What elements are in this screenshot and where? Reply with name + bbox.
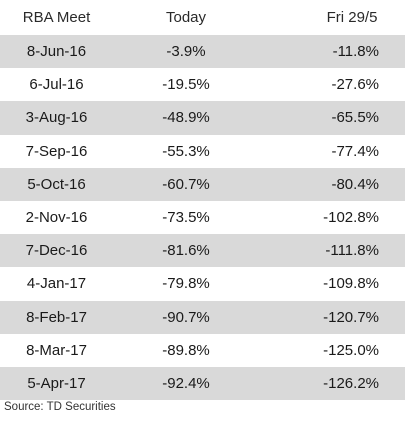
table-row: 4-Jan-17 -79.8% -109.8% bbox=[0, 267, 405, 300]
cell-today: -60.7% bbox=[162, 175, 210, 193]
table-row: 8-Feb-17 -90.7% -120.7% bbox=[0, 300, 405, 334]
rba-meet-table: RBA Meet Today Fri 29/5 8-Jun-16 -3.9% -… bbox=[0, 0, 405, 401]
cell-meet-date: 8-Jun-16 bbox=[26, 43, 87, 61]
cell-today: -73.5% bbox=[162, 209, 210, 227]
table-row: 6-Jul-16 -19.5% -27.6% bbox=[0, 68, 405, 101]
cell-today: -55.3% bbox=[162, 142, 210, 160]
cell-fri: -126.2% bbox=[323, 374, 379, 392]
header-fri-29-5: Fri 29/5 bbox=[326, 9, 378, 26]
cell-meet-date: 3-Aug-16 bbox=[25, 109, 88, 127]
cell-today: -90.7% bbox=[162, 308, 210, 326]
cell-fri: -125.0% bbox=[323, 341, 379, 359]
cell-meet-date: 8-Feb-17 bbox=[26, 308, 87, 326]
table-row: 7-Dec-16 -81.6% -111.8% bbox=[0, 234, 405, 268]
table-row: 3-Aug-16 -48.9% -65.5% bbox=[0, 101, 405, 135]
cell-meet-date: 4-Jan-17 bbox=[26, 275, 87, 293]
cell-today: -79.8% bbox=[162, 275, 210, 293]
cell-fri: -109.8% bbox=[323, 275, 379, 293]
cell-fri: -11.8% bbox=[332, 43, 379, 61]
table-row: 5-Oct-16 -60.7% -80.4% bbox=[0, 167, 405, 201]
cell-today: -19.5% bbox=[162, 76, 210, 94]
cell-today: -48.9% bbox=[162, 109, 210, 127]
cell-meet-date: 7-Sep-16 bbox=[25, 142, 88, 160]
table-row: 7-Sep-16 -55.3% -77.4% bbox=[0, 135, 405, 168]
cell-fri: -102.8% bbox=[323, 209, 379, 227]
cell-meet-date: 5-Apr-17 bbox=[27, 374, 86, 392]
table-row: 8-Mar-17 -89.8% -125.0% bbox=[0, 334, 405, 367]
cell-meet-date: 5-Oct-16 bbox=[27, 175, 86, 193]
table-header-row: RBA Meet Today Fri 29/5 bbox=[0, 0, 405, 35]
cell-today: -3.9% bbox=[166, 43, 206, 61]
cell-meet-date: 2-Nov-16 bbox=[25, 209, 88, 227]
cell-fri: -77.4% bbox=[331, 142, 379, 160]
cell-meet-date: 7-Dec-16 bbox=[25, 242, 88, 260]
table-row: 8-Jun-16 -3.9% -11.8% bbox=[0, 35, 405, 69]
cell-today: -81.6% bbox=[162, 242, 210, 260]
cell-today: -89.8% bbox=[162, 341, 210, 359]
cell-fri: -65.5% bbox=[331, 109, 379, 127]
cell-meet-date: 8-Mar-17 bbox=[26, 341, 87, 359]
cell-fri: -111.8% bbox=[325, 242, 379, 260]
cell-fri: -120.7% bbox=[323, 308, 379, 326]
table-row: 5-Apr-17 -92.4% -126.2% bbox=[0, 366, 405, 401]
cell-fri: -27.6% bbox=[331, 76, 379, 94]
cell-fri: -80.4% bbox=[331, 175, 379, 193]
cell-today: -92.4% bbox=[162, 374, 210, 392]
source-note: Source: TD Securities bbox=[4, 401, 116, 413]
cell-meet-date: 6-Jul-16 bbox=[29, 76, 84, 94]
header-rba-meet: RBA Meet bbox=[22, 9, 91, 26]
header-today: Today bbox=[165, 9, 207, 26]
table-row: 2-Nov-16 -73.5% -102.8% bbox=[0, 201, 405, 234]
